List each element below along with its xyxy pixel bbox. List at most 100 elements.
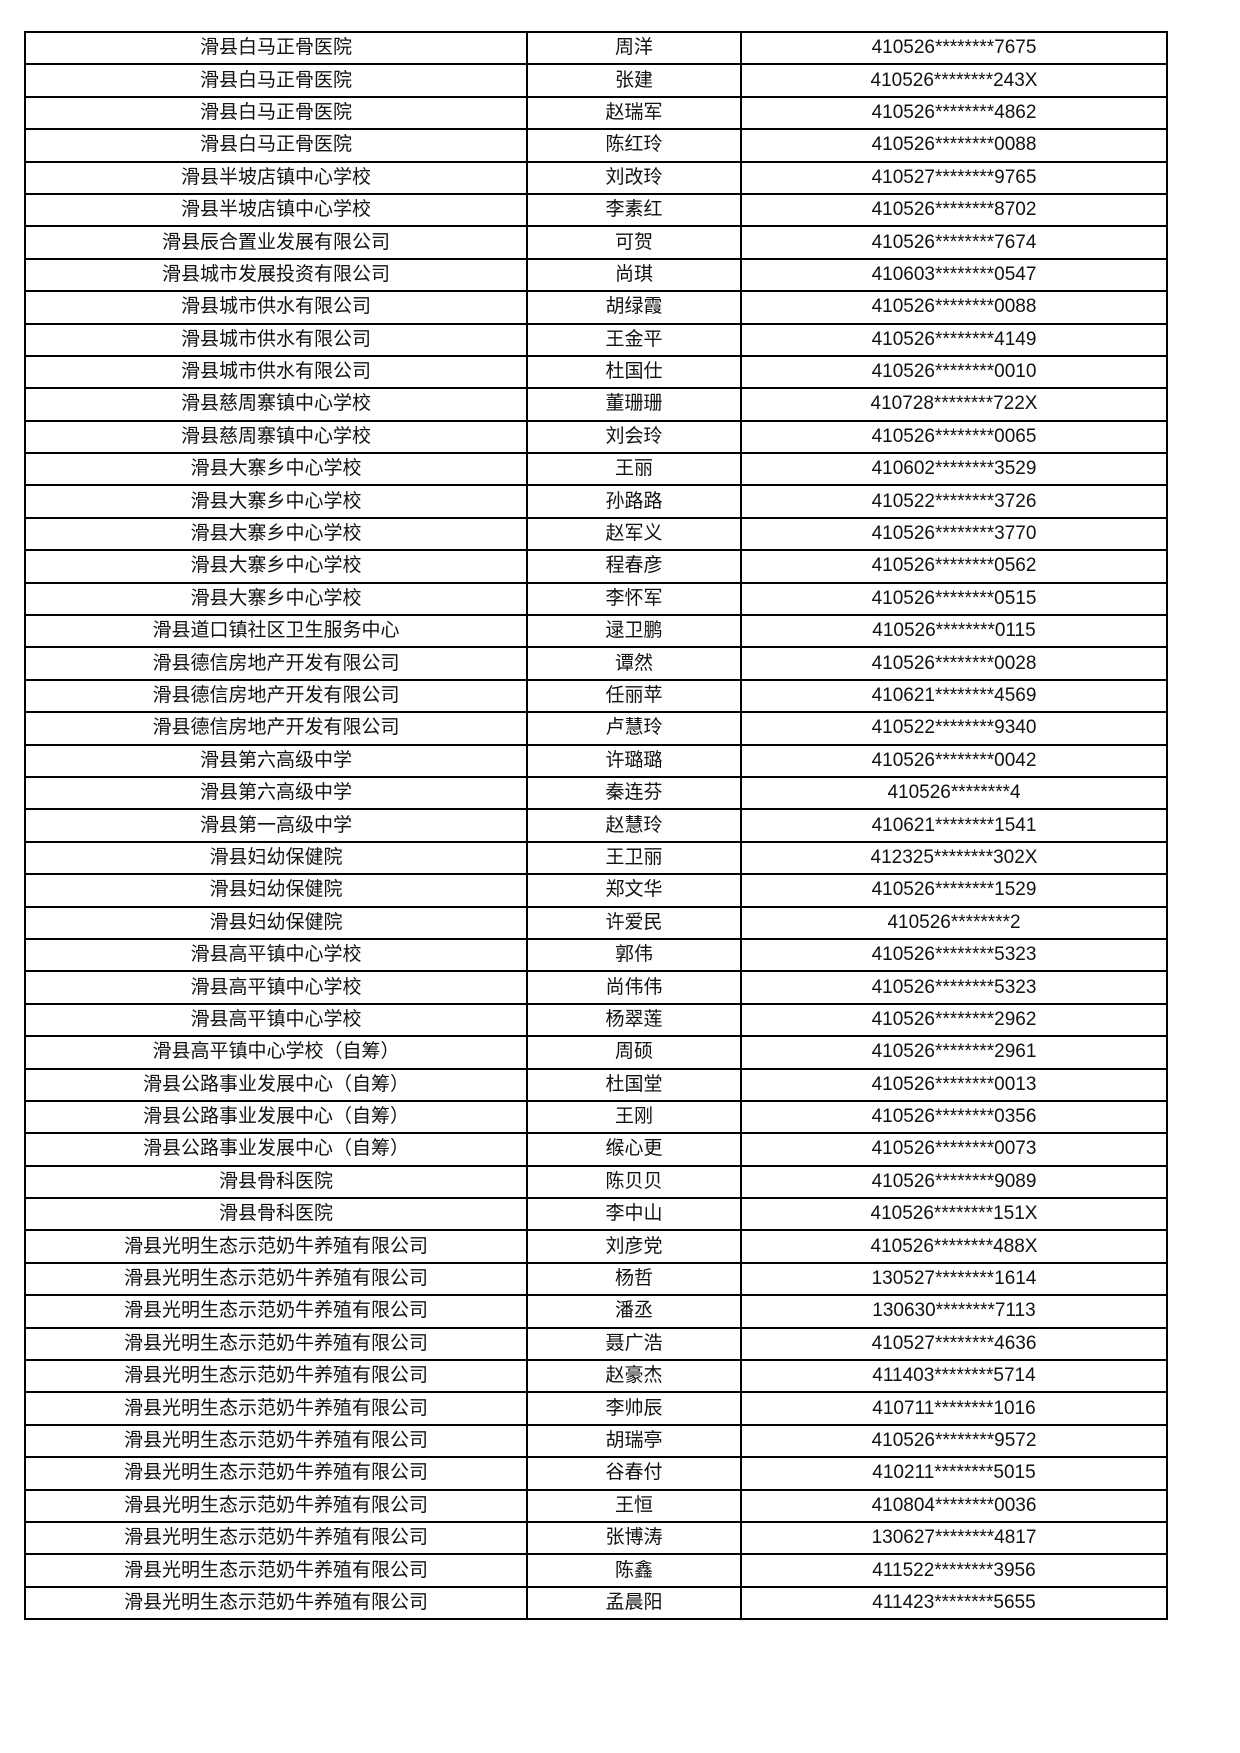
organization-cell: 滑县大寨乡中心学校 — [24, 549, 528, 584]
organization-cell: 滑县城市供水有限公司 — [24, 354, 528, 390]
organization-cell: 滑县妇幼保健院 — [24, 905, 528, 940]
id-number-cell: 410526********2961 — [740, 1035, 1168, 1070]
person-name-cell: 聂广浩 — [526, 1326, 742, 1362]
person-name-cell: 许爱民 — [526, 905, 742, 940]
roster-table-body: 滑县白马正骨医院 周洋 410526********7675 滑县白马正骨医院 张建 41… — [24, 30, 1168, 1621]
id-number-cell: 410526********0010 — [740, 354, 1168, 390]
table-row: 滑县大寨乡中心学校 孙路路 410522********3726 — [24, 484, 1168, 519]
table-row: 滑县白马正骨医院 陈红玲 410526********0088 — [24, 128, 1168, 163]
person-name-cell: 秦连芬 — [526, 775, 742, 811]
organization-cell: 滑县城市发展投资有限公司 — [24, 257, 528, 293]
table-row: 滑县光明生态示范奶牛养殖有限公司 王恒 410804********0036 — [24, 1488, 1168, 1523]
organization-cell: 滑县半坡店镇中心学校 — [24, 160, 528, 195]
person-name-cell: 杨翠莲 — [526, 1002, 742, 1038]
table-row: 滑县白马正骨医院 张建 410526********243X — [24, 63, 1168, 98]
person-name-cell: 缑心更 — [526, 1132, 742, 1167]
person-name-cell: 刘彦党 — [526, 1229, 742, 1264]
table-row: 滑县光明生态示范奶牛养殖有限公司 赵豪杰 411403********5714 — [24, 1359, 1168, 1394]
person-name-cell: 可贺 — [526, 225, 742, 260]
table-row: 滑县高平镇中心学校 尚伟伟 410526********5323 — [24, 970, 1168, 1005]
id-number-cell: 411522********3956 — [740, 1553, 1168, 1588]
table-row: 滑县大寨乡中心学校 李怀军 410526********0515 — [24, 581, 1168, 617]
organization-cell: 滑县慈周寨镇中心学校 — [24, 387, 528, 422]
organization-cell: 滑县光明生态示范奶牛养殖有限公司 — [24, 1229, 528, 1264]
id-number-cell: 410526********0115 — [740, 614, 1168, 649]
id-number-cell: 410522********9340 — [740, 711, 1168, 746]
table-row: 滑县城市供水有限公司 胡绿霞 410526********0088 — [24, 290, 1168, 325]
id-number-cell: 410526********8702 — [740, 192, 1168, 228]
organization-cell: 滑县光明生态示范奶牛养殖有限公司 — [24, 1488, 528, 1523]
person-name-cell: 李怀军 — [526, 581, 742, 617]
organization-cell: 滑县公路事业发展中心（自筹） — [24, 1099, 528, 1135]
id-number-cell: 410211********5015 — [740, 1456, 1168, 1491]
organization-cell: 滑县光明生态示范奶牛养殖有限公司 — [24, 1553, 528, 1588]
id-number-cell: 410526********0013 — [740, 1067, 1168, 1102]
id-number-cell: 411423********5655 — [740, 1585, 1168, 1621]
organization-cell: 滑县光明生态示范奶牛养殖有限公司 — [24, 1261, 528, 1297]
person-name-cell: 卢慧玲 — [526, 711, 742, 746]
person-name-cell: 郭伟 — [526, 937, 742, 973]
table-row: 滑县大寨乡中心学校 程春彦 410526********0562 — [24, 549, 1168, 584]
table-row: 滑县光明生态示范奶牛养殖有限公司 谷春付 410211********5015 — [24, 1456, 1168, 1491]
id-number-cell: 410526********151X — [740, 1197, 1168, 1232]
person-name-cell: 赵军义 — [526, 516, 742, 552]
id-number-cell: 410526********0088 — [740, 128, 1168, 163]
table-row: 滑县光明生态示范奶牛养殖有限公司 刘彦党 410526********488X — [24, 1229, 1168, 1264]
organization-cell: 滑县高平镇中心学校 — [24, 1002, 528, 1038]
id-number-cell: 410526********2 — [740, 905, 1168, 940]
person-name-cell: 赵豪杰 — [526, 1359, 742, 1394]
id-number-cell: 410711********1016 — [740, 1391, 1168, 1426]
id-number-cell: 410621********4569 — [740, 678, 1168, 714]
table-row: 滑县光明生态示范奶牛养殖有限公司 陈鑫 411522********3956 — [24, 1553, 1168, 1588]
roster-table: 滑县白马正骨医院 周洋 410526********7675 滑县白马正骨医院 张建 41… — [24, 30, 1168, 1621]
person-name-cell: 赵慧玲 — [526, 808, 742, 843]
id-number-cell: 410526********0028 — [740, 646, 1168, 681]
organization-cell: 滑县道口镇社区卫生服务中心 — [24, 614, 528, 649]
organization-cell: 滑县公路事业发展中心（自筹） — [24, 1132, 528, 1167]
organization-cell: 滑县光明生态示范奶牛养殖有限公司 — [24, 1294, 528, 1329]
organization-cell: 滑县高平镇中心学校 — [24, 937, 528, 973]
table-row: 滑县骨科医院 陈贝贝 410526********9089 — [24, 1164, 1168, 1200]
id-number-cell: 410526********1529 — [740, 873, 1168, 908]
person-name-cell: 杨哲 — [526, 1261, 742, 1297]
table-row: 滑县光明生态示范奶牛养殖有限公司 胡瑞亭 410526********9572 — [24, 1423, 1168, 1459]
person-name-cell: 赵瑞军 — [526, 95, 742, 131]
organization-cell: 滑县城市供水有限公司 — [24, 322, 528, 357]
table-row: 滑县半坡店镇中心学校 李素红 410526********8702 — [24, 192, 1168, 228]
person-name-cell: 王卫丽 — [526, 840, 742, 876]
id-number-cell: 410526********0073 — [740, 1132, 1168, 1167]
table-row: 滑县光明生态示范奶牛养殖有限公司 孟晨阳 411423********5655 — [24, 1585, 1168, 1621]
person-name-cell: 张建 — [526, 63, 742, 98]
organization-cell: 滑县辰合置业发展有限公司 — [24, 225, 528, 260]
id-number-cell: 410526********0356 — [740, 1099, 1168, 1135]
table-row: 滑县辰合置业发展有限公司 可贺 410526********7674 — [24, 225, 1168, 260]
organization-cell: 滑县第六高级中学 — [24, 743, 528, 778]
id-number-cell: 410526********2962 — [740, 1002, 1168, 1038]
table-row: 滑县光明生态示范奶牛养殖有限公司 潘丞 130630********7113 — [24, 1294, 1168, 1329]
organization-cell: 滑县光明生态示范奶牛养殖有限公司 — [24, 1423, 528, 1459]
person-name-cell: 王刚 — [526, 1099, 742, 1135]
person-name-cell: 谭然 — [526, 646, 742, 681]
person-name-cell: 李中山 — [526, 1197, 742, 1232]
id-number-cell: 410602********3529 — [740, 452, 1168, 487]
table-row: 滑县城市发展投资有限公司 尚琪 410603********0547 — [24, 257, 1168, 293]
id-number-cell: 410526********9572 — [740, 1423, 1168, 1459]
table-row: 滑县公路事业发展中心（自筹） 杜国堂 410526********0013 — [24, 1067, 1168, 1102]
person-name-cell: 刘会玲 — [526, 419, 742, 455]
person-name-cell: 王恒 — [526, 1488, 742, 1523]
table-row: 滑县大寨乡中心学校 王丽 410602********3529 — [24, 452, 1168, 487]
organization-cell: 滑县光明生态示范奶牛养殖有限公司 — [24, 1391, 528, 1426]
table-row: 滑县白马正骨医院 赵瑞军 410526********4862 — [24, 95, 1168, 131]
person-name-cell: 陈鑫 — [526, 1553, 742, 1588]
person-name-cell: 陈贝贝 — [526, 1164, 742, 1200]
organization-cell: 滑县光明生态示范奶牛养殖有限公司 — [24, 1359, 528, 1394]
table-row: 滑县公路事业发展中心（自筹） 王刚 410526********0356 — [24, 1099, 1168, 1135]
id-number-cell: 130630********7113 — [740, 1294, 1168, 1329]
organization-cell: 滑县高平镇中心学校 — [24, 970, 528, 1005]
table-row: 滑县高平镇中心学校 杨翠莲 410526********2962 — [24, 1002, 1168, 1038]
person-name-cell: 董珊珊 — [526, 387, 742, 422]
id-number-cell: 410526********0562 — [740, 549, 1168, 584]
id-number-cell: 410526********243X — [740, 63, 1168, 98]
organization-cell: 滑县公路事业发展中心（自筹） — [24, 1067, 528, 1102]
id-number-cell: 410603********0547 — [740, 257, 1168, 293]
